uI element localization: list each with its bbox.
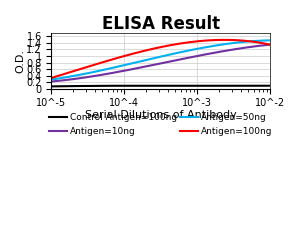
Antigen=50ng [267, 39, 271, 42]
Antigen=10ng [50, 80, 53, 83]
Antigen=10ng [139, 66, 142, 69]
Antigen=100ng [83, 66, 87, 69]
Antigen=50ng [50, 78, 53, 81]
Y-axis label: O.D.: O.D. [15, 49, 25, 73]
Control Antigen=100ng [138, 84, 142, 87]
Title: ELISA Result: ELISA Result [102, 15, 220, 33]
Antigen=100ng [268, 43, 272, 46]
Legend: Control Antigen=100ng, Antigen=10ng, Antigen=50ng, Antigen=100ng: Control Antigen=100ng, Antigen=10ng, Ant… [49, 113, 273, 136]
Control Antigen=100ng [83, 84, 87, 87]
Antigen=100ng [134, 52, 137, 54]
Antigen=10ng [134, 67, 138, 70]
X-axis label: Serial Dilutions of Antibody: Serial Dilutions of Antibody [85, 110, 237, 120]
Line: Antigen=100ng: Antigen=100ng [52, 40, 270, 78]
Antigen=50ng [139, 60, 142, 63]
Control Antigen=100ng [50, 85, 53, 88]
Antigen=50ng [138, 60, 142, 63]
Antigen=50ng [84, 72, 88, 75]
Control Antigen=100ng [268, 84, 272, 87]
Antigen=10ng [84, 76, 88, 79]
Control Antigen=100ng [267, 84, 271, 87]
Antigen=50ng [70, 75, 74, 78]
Line: Antigen=10ng: Antigen=10ng [52, 44, 270, 82]
Antigen=50ng [268, 39, 272, 42]
Antigen=100ng [50, 76, 53, 80]
Control Antigen=100ng [134, 84, 137, 87]
Line: Antigen=50ng: Antigen=50ng [52, 40, 270, 80]
Control Antigen=100ng [69, 84, 73, 87]
Antigen=10ng [138, 66, 142, 69]
Control Antigen=100ng [137, 84, 141, 87]
Antigen=10ng [268, 43, 272, 46]
Antigen=100ng [267, 43, 271, 46]
Antigen=100ng [69, 70, 73, 74]
Antigen=10ng [70, 78, 74, 81]
Antigen=100ng [138, 50, 142, 53]
Antigen=100ng [137, 50, 141, 53]
Antigen=100ng [223, 38, 226, 41]
Control Antigen=100ng [153, 84, 157, 87]
Antigen=10ng [267, 43, 271, 46]
Antigen=50ng [134, 61, 138, 64]
